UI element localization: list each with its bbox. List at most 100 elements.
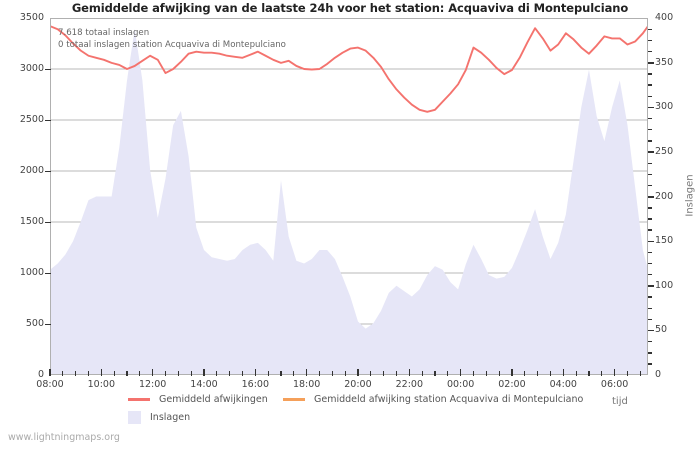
- x-axis-minor-tick: [87, 371, 90, 376]
- chart-canvas: [50, 25, 648, 375]
- y-axis-right-tick-label: 100: [655, 279, 674, 291]
- y-axis-right-minor-tick: [648, 341, 652, 343]
- legend-item-inslagen[interactable]: Inslagen: [124, 410, 190, 425]
- y-axis-right-minor-tick: [648, 117, 652, 120]
- x-axis-tick-mark: [254, 369, 257, 376]
- y-axis-right-minor-tick: [648, 50, 652, 53]
- x-axis-tick-mark: [562, 369, 565, 376]
- x-axis-minor-tick: [267, 371, 269, 376]
- x-axis-tick-label: 16:00: [241, 379, 269, 390]
- x-axis-tick-label: 14:00: [190, 379, 218, 390]
- y-axis-right-tick-mark: [648, 62, 654, 64]
- x-axis-tick-mark: [203, 369, 205, 376]
- y-axis-right-minor-tick: [648, 39, 652, 42]
- y-axis-left-tick-label: 3000: [19, 63, 44, 74]
- legend-line-marker-orange: [283, 398, 305, 401]
- x-axis-minor-tick: [280, 371, 282, 376]
- plot-area: [50, 18, 648, 375]
- x-axis-minor-tick: [549, 371, 552, 376]
- y-axis-right-minor-tick: [648, 129, 652, 131]
- y-axis-right-minor-tick: [648, 218, 652, 220]
- legend-label-0: Gemiddeld afwijkingen: [159, 394, 268, 405]
- y-axis-right-minor-tick: [648, 363, 652, 365]
- y-axis-right-tick-mark: [648, 106, 654, 109]
- x-axis-minor-tick: [434, 371, 436, 376]
- x-axis-minor-tick: [229, 371, 231, 376]
- y-axis-right-minor-tick: [648, 318, 652, 321]
- x-axis-minor-tick: [190, 371, 192, 376]
- x-axis-tick-label: 18:00: [292, 379, 321, 390]
- x-axis-tick-mark: [100, 369, 103, 376]
- y-axis-left-tick-mark: [45, 323, 51, 326]
- x-axis-tick-mark: [305, 369, 308, 376]
- x-axis-tick-mark: [459, 369, 462, 376]
- x-axis-tick-label: 12:00: [138, 379, 167, 390]
- y-axis-left-tick-label: 1000: [19, 267, 44, 278]
- x-axis-minor-tick: [164, 371, 167, 376]
- x-axis-minor-tick: [447, 371, 449, 376]
- y-axis-right-label: Inslagen: [684, 174, 696, 217]
- x-axis-minor-tick: [421, 371, 423, 376]
- chart-legend: Gemiddeld afwijkingen Gemiddeld afwijkin…: [0, 392, 700, 428]
- x-axis-tick-mark: [151, 369, 154, 376]
- y-axis-right-minor-tick: [648, 84, 652, 86]
- y-axis-right-minor-tick: [648, 352, 652, 354]
- x-axis-tick-label: 04:00: [549, 379, 577, 390]
- x-axis-tick-mark: [49, 369, 51, 376]
- x-axis-minor-tick: [113, 371, 115, 376]
- area-series-inslagen: [50, 28, 648, 375]
- x-axis-minor-tick: [241, 371, 244, 376]
- legend-label-1: Gemiddeld afwijking station Acquaviva di…: [314, 394, 584, 405]
- x-axis-minor-tick: [216, 371, 218, 376]
- x-axis-minor-tick: [331, 371, 333, 376]
- y-axis-left-tick-mark: [45, 119, 51, 122]
- x-axis-minor-tick: [524, 371, 526, 376]
- x-axis-tick-label: 10:00: [87, 379, 116, 390]
- y-axis-left-tick-label: 500: [25, 318, 44, 329]
- x-axis-minor-tick: [537, 371, 539, 376]
- y-axis-left-tick-label: 0: [37, 369, 44, 380]
- x-axis-tick-label: 00:00: [446, 379, 475, 390]
- x-axis-minor-tick: [370, 371, 372, 376]
- y-axis-right-tick-mark: [648, 151, 654, 153]
- legend-item-gemiddeld-afwijking-station[interactable]: Gemiddeld afwijking station Acquaviva di…: [283, 392, 583, 407]
- legend-line-marker-red: [128, 398, 150, 401]
- y-axis-right-minor-tick: [648, 307, 652, 309]
- y-axis-right-tick-label: 400: [655, 12, 674, 23]
- y-axis-left-tick-mark: [45, 221, 51, 224]
- y-axis-right-tick-mark: [648, 196, 654, 198]
- x-axis-tick-label: 22:00: [395, 379, 423, 390]
- x-axis-minor-tick: [498, 371, 500, 376]
- x-axis-minor-tick: [126, 371, 128, 376]
- x-axis-minor-tick: [639, 371, 641, 376]
- y-axis-right-minor-tick: [648, 28, 652, 31]
- y-axis-left-tick-mark: [45, 68, 51, 71]
- y-axis-right-minor-tick: [648, 274, 652, 276]
- x-axis-tick-label: 06:00: [600, 379, 629, 390]
- y-axis-right-minor-tick: [648, 207, 652, 209]
- x-axis-minor-tick: [485, 371, 487, 376]
- x-axis-tick-label: 20:00: [344, 379, 372, 390]
- y-axis-right-minor-tick: [648, 296, 652, 298]
- y-axis-right-tick-label: 350: [655, 56, 674, 68]
- y-axis-right-minor-tick: [648, 229, 652, 231]
- y-axis-right-tick-mark: [648, 285, 654, 287]
- legend-label-2: Inslagen: [150, 412, 191, 423]
- x-axis-tick-label: 02:00: [498, 379, 526, 390]
- legend-item-gemiddeld-afwijkingen[interactable]: Gemiddeld afwijkingen: [128, 392, 268, 407]
- y-axis-right-tick-label: 250: [655, 145, 674, 157]
- x-axis-minor-tick: [318, 371, 321, 376]
- x-axis-minor-tick: [588, 371, 590, 376]
- x-axis-minor-tick: [601, 371, 603, 376]
- x-axis-minor-tick: [177, 371, 179, 376]
- x-axis-tick-mark: [613, 369, 616, 376]
- y-axis-right-minor-tick: [648, 140, 652, 142]
- line-series: [50, 25, 648, 113]
- footer-source: www.lightningmaps.org: [8, 432, 120, 443]
- x-axis-minor-tick: [383, 371, 385, 376]
- y-axis-left-tick-label: 2500: [19, 114, 44, 125]
- y-axis-left-tick-label: 1500: [19, 216, 44, 227]
- x-axis-minor-tick: [75, 371, 77, 376]
- y-axis-right-tick-label: 50: [655, 324, 668, 336]
